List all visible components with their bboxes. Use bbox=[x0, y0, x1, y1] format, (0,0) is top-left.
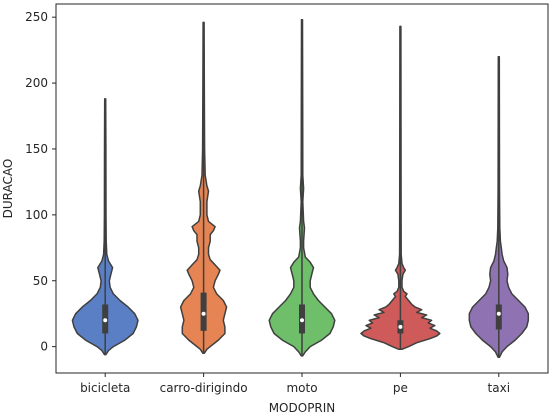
x-axis: bicicleta carro-dirigindo moto pe taxi bbox=[80, 373, 510, 395]
y-tick-label: 0 bbox=[40, 340, 48, 354]
violin-median-taxi bbox=[496, 311, 501, 316]
violin-box-taxi bbox=[495, 304, 502, 330]
y-tick-label: 100 bbox=[25, 208, 48, 222]
violin-median-pe bbox=[398, 324, 403, 329]
y-tick-label: 150 bbox=[25, 142, 48, 156]
y-axis-label: DURACAO bbox=[1, 159, 15, 219]
y-tick-label: 250 bbox=[25, 10, 48, 24]
plot-frame bbox=[55, 3, 549, 374]
y-axis: 0 50 100 150 200 250 bbox=[25, 10, 56, 354]
violin-median-moto bbox=[300, 318, 304, 323]
y-tick-label: 200 bbox=[25, 76, 48, 90]
violin-median-carro-dirigindo bbox=[201, 311, 206, 316]
x-tick-label: moto bbox=[286, 381, 317, 395]
violins-layer bbox=[71, 19, 530, 358]
violin-median-bicicleta bbox=[103, 318, 108, 323]
x-tick-label: pe bbox=[393, 381, 408, 395]
x-tick-label: taxi bbox=[488, 381, 511, 395]
x-axis-label: MODOPRIN bbox=[269, 401, 336, 415]
x-tick-label: bicicleta bbox=[80, 381, 130, 395]
y-tick-label: 50 bbox=[33, 274, 48, 288]
x-tick-label: carro-dirigindo bbox=[160, 381, 248, 395]
